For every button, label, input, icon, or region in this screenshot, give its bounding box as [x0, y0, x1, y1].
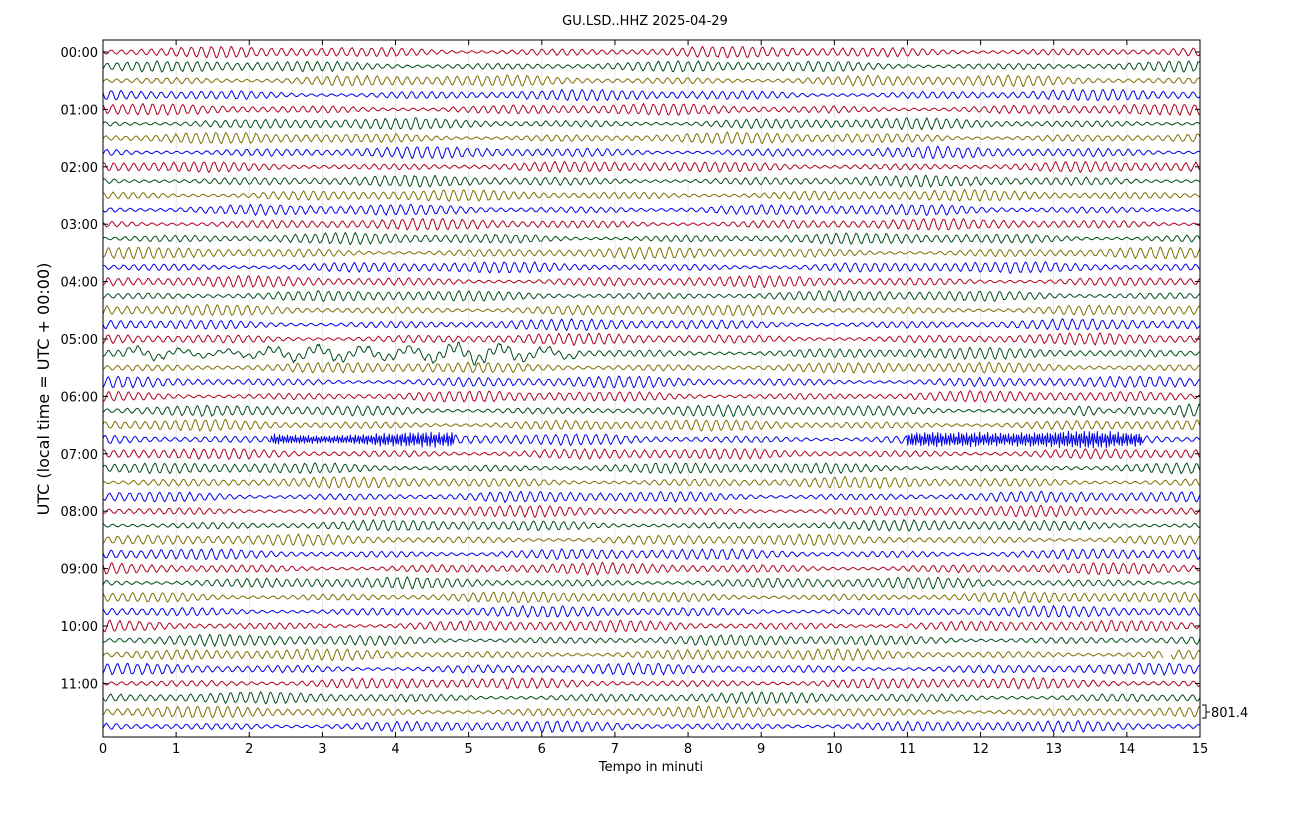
trace-line	[102, 648, 1201, 661]
x-tick-label: 4	[391, 742, 399, 757]
trace-line	[102, 160, 1201, 173]
x-tick-label: 5	[465, 742, 473, 757]
y-tick-label: 07:00	[61, 448, 98, 463]
y-tick-label: 03:00	[61, 218, 98, 233]
y-tick-label: 02:00	[61, 161, 98, 176]
y-axis-label: UTC (local time = UTC + 00:00)	[34, 263, 53, 516]
scale-bar	[1202, 704, 1210, 719]
grid-lines	[175, 40, 1128, 737]
trace-line	[102, 131, 1201, 145]
trace-line	[102, 217, 1201, 231]
trace-line	[102, 533, 1201, 547]
plot-frame	[102, 39, 1201, 738]
trace-line	[102, 705, 1201, 719]
x-tick-label: 12	[972, 742, 989, 757]
trace-line	[102, 103, 1201, 116]
x-tick-label: 9	[757, 742, 765, 757]
trace-line	[102, 117, 1201, 131]
trace-line	[102, 504, 1201, 518]
x-tick-label: 14	[1119, 742, 1136, 757]
y-tick-label: 08:00	[61, 505, 98, 520]
amplitude-scale: 801.4	[1202, 704, 1248, 721]
x-tick-label: 11	[899, 742, 916, 757]
x-tick-label: 3	[318, 742, 326, 757]
trace-line	[103, 261, 1201, 274]
trace-line	[102, 462, 1201, 475]
scale-label: 801.4	[1211, 706, 1248, 721]
y-tick-label: 04:00	[61, 276, 98, 291]
y-tick-label: 06:00	[61, 390, 98, 405]
trace-line	[102, 591, 1201, 604]
trace-line	[102, 519, 1200, 532]
y-tick-label: 05:00	[61, 333, 98, 348]
x-tick-label: 15	[1192, 742, 1209, 757]
x-axis-label: Tempo in minuti	[598, 760, 703, 775]
trace-line	[102, 475, 1201, 489]
trace-line	[102, 332, 1201, 346]
trace-line	[102, 290, 1201, 302]
x-tick-label: 13	[1045, 742, 1062, 757]
trace-line	[102, 576, 1200, 590]
chart-title: GU.LSD..HHZ 2025-04-29	[562, 14, 728, 29]
trace-line	[102, 430, 1201, 449]
trace-line	[103, 188, 1201, 202]
trace-line	[102, 561, 1201, 576]
x-tick-label: 8	[684, 742, 692, 757]
x-tick-label: 0	[99, 742, 107, 757]
trace-line	[102, 418, 1201, 432]
trace-line	[102, 375, 1201, 389]
trace-line	[102, 275, 1201, 289]
trace-line	[102, 203, 1201, 216]
x-tick-label: 2	[245, 742, 253, 757]
x-tick-label: 10	[826, 742, 843, 757]
trace-line	[102, 361, 1201, 374]
y-axis-ticks: 00:00 01:00 02:00 03:00 04:00 05:00 06:00 07:00…	[61, 46, 1200, 692]
trace-line	[102, 60, 1201, 73]
trace-line	[102, 232, 1201, 246]
trace-line	[102, 46, 1201, 59]
x-axis-ticks: 0 1 2 3 4 5 6 7 8 9 10 11 12 13 14 15	[99, 40, 1208, 757]
trace-line	[102, 662, 1201, 676]
trace-line	[102, 318, 1201, 331]
trace-line	[103, 246, 1201, 260]
trace-line	[102, 691, 1201, 705]
y-tick-label: 11:00	[61, 677, 98, 692]
y-tick-label: 09:00	[61, 563, 98, 578]
trace-line	[102, 677, 1201, 690]
trace-line	[102, 633, 1201, 647]
x-tick-label: 7	[611, 742, 619, 757]
trace-line	[102, 403, 1201, 418]
seismogram-traces	[102, 46, 1201, 733]
y-tick-label: 10:00	[61, 620, 98, 635]
trace-line	[102, 174, 1201, 188]
trace-line	[102, 605, 1201, 618]
trace-line	[102, 490, 1201, 503]
trace-line	[102, 619, 1201, 633]
trace-line	[102, 88, 1201, 102]
trace-line	[102, 448, 1201, 460]
trace-line	[102, 304, 1201, 317]
x-tick-label: 6	[538, 742, 546, 757]
y-tick-label: 00:00	[61, 46, 98, 61]
trace-line	[102, 720, 1201, 733]
trace-line	[102, 390, 1201, 403]
trace-line	[102, 341, 1201, 366]
trace-line	[102, 548, 1201, 561]
trace-line	[102, 74, 1201, 87]
trace-line	[102, 145, 1201, 160]
y-tick-label: 01:00	[61, 103, 98, 118]
x-tick-label: 1	[172, 742, 180, 757]
